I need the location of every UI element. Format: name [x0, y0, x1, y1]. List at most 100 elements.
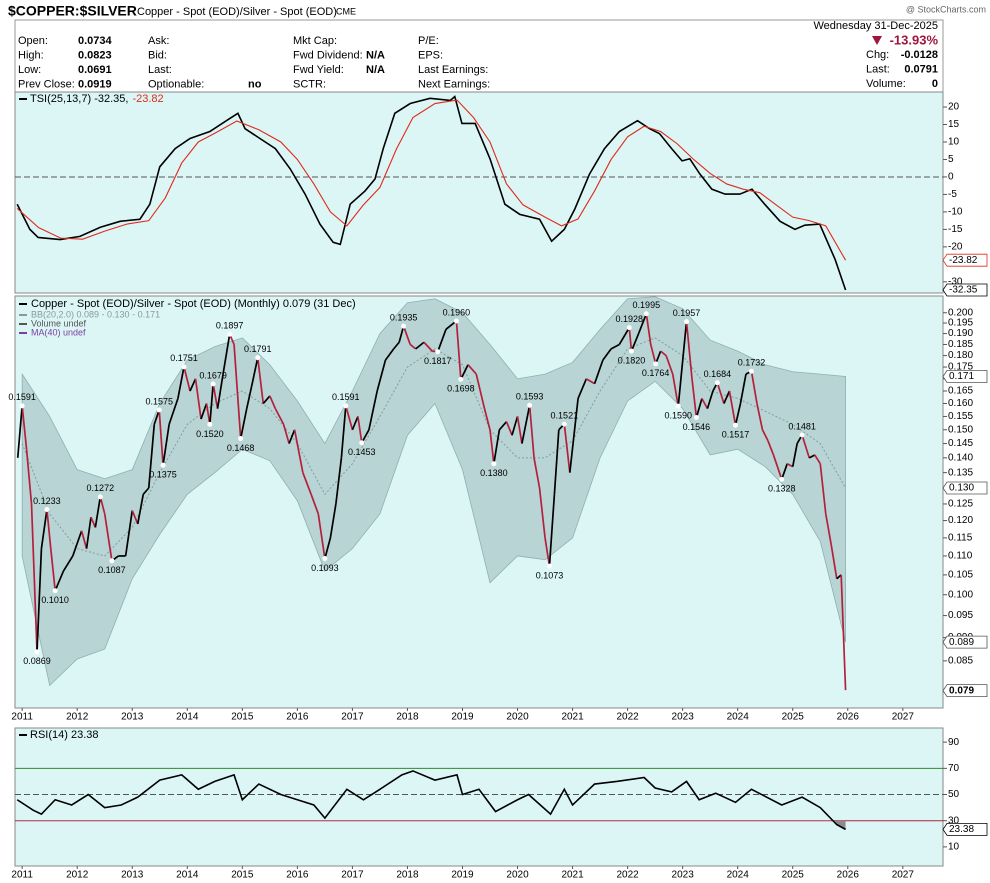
annotation-dot: [52, 588, 58, 594]
y-tick-label: 0: [948, 172, 954, 183]
annotation-label: 0.1935: [390, 313, 418, 323]
annotation-dot: [491, 461, 497, 467]
annotation-label: 0.1791: [244, 344, 272, 354]
x-tick-label: 2023: [672, 870, 695, 881]
y-tick-label: 0.110: [948, 551, 973, 562]
quote-value: 0.0791: [904, 63, 938, 75]
price-segment: [194, 378, 202, 420]
price-segment: [734, 403, 742, 426]
price-segment: [80, 530, 88, 549]
legend-text: RSI(14) 23.38: [30, 729, 98, 741]
annotation-label: 0.1520: [196, 429, 224, 439]
price-segment: [335, 457, 343, 505]
price-segment: [142, 487, 150, 495]
price-segment: [30, 503, 38, 652]
y-tick-label: 0.200: [948, 307, 973, 318]
value-tag-label: -32.35: [949, 285, 978, 296]
annotation-label: 0.1820: [618, 355, 646, 365]
x-tick-label: 2022: [616, 870, 639, 881]
x-tick-label: 2011: [11, 870, 33, 881]
price-segment: [533, 457, 541, 489]
annotation-label: 0.1481: [788, 421, 816, 431]
price-segment: [649, 344, 657, 365]
quote-label: EPS:: [418, 49, 443, 61]
price-segment: [840, 574, 847, 691]
price-segment: [660, 350, 667, 357]
price-segment: [16, 405, 24, 458]
legend-entry: RSI(14) 23.38: [30, 729, 98, 741]
annotation-dot: [626, 325, 632, 331]
annotation-label: 0.1093: [311, 563, 339, 573]
x-tick-label: 2012: [66, 712, 89, 723]
annotation-label: 0.1468: [227, 443, 255, 453]
annotation-label: 0.1517: [722, 430, 750, 440]
price-segment: [398, 325, 405, 343]
x-tick-label: 2019: [451, 712, 474, 723]
price-segment: [153, 409, 161, 425]
panel-background: [14, 727, 944, 867]
price-segment: [168, 398, 179, 425]
price-segment: [585, 378, 596, 385]
y-tick-label: 50: [948, 789, 960, 800]
price-segment: [511, 416, 519, 436]
x-tick-label: 2027: [892, 712, 915, 723]
quote-panel: [14, 19, 944, 93]
annotation-label: 0.1591: [8, 392, 36, 402]
price-segment: [538, 487, 546, 538]
price-segment: [302, 472, 312, 495]
price-segment: [71, 530, 83, 557]
price-segment: [293, 429, 304, 473]
price-segment: [40, 509, 48, 549]
series-line: [16, 770, 846, 831]
price-segment: [208, 383, 214, 425]
price-segment: [475, 373, 486, 409]
annotation-dot: [779, 476, 785, 482]
quote-label: Low:: [18, 64, 41, 76]
price-segment: [706, 390, 714, 409]
quote-value: N/A: [366, 49, 385, 61]
price-segment: [695, 398, 703, 418]
quote-value: 0.0919: [78, 78, 112, 90]
price-segment: [739, 373, 747, 404]
symbol-title: $COPPER:$SILVER: [8, 3, 137, 19]
price-segment: [183, 366, 191, 392]
price-segment: [723, 390, 731, 404]
x-tick-label: 2024: [727, 870, 750, 881]
price-segment: [568, 398, 579, 473]
value-tag: [942, 253, 988, 267]
price-segment: [645, 313, 652, 345]
price-segment: [548, 494, 556, 567]
price-segment: [62, 555, 74, 572]
price-segment: [756, 403, 764, 430]
y-tick-label: 0.190: [948, 328, 973, 339]
price-segment: [384, 348, 395, 361]
price-segment: [553, 429, 560, 495]
price-segment: [677, 321, 688, 407]
price-segment: [269, 395, 277, 409]
price-segment: [274, 408, 285, 425]
price-segment: [288, 429, 296, 444]
price-segment: [423, 341, 433, 352]
price-segment: [761, 429, 769, 442]
price-segment: [691, 378, 698, 418]
price-segment: [628, 327, 633, 352]
quote-label: Fwd Yield:: [293, 64, 344, 76]
series-line: [16, 99, 847, 261]
price-segment: [521, 405, 531, 444]
quote-label: Next Earnings:: [418, 78, 490, 90]
price-segment: [498, 421, 508, 431]
y-tick-label: 5: [948, 154, 954, 165]
plot-area: [16, 296, 847, 691]
annotation-dot: [714, 380, 720, 386]
price-segment: [563, 424, 571, 473]
price-segment: [393, 341, 400, 350]
value-tag-label: 0.079: [949, 685, 974, 696]
annotation-dot: [227, 331, 233, 337]
value-tag-label: 0.130: [949, 483, 974, 494]
annotation-dot: [435, 349, 441, 355]
quote-label: Volume:: [866, 78, 906, 90]
y-tick-label: 0.085: [948, 655, 973, 666]
price-segment: [602, 348, 612, 361]
quote-label: Bid:: [148, 49, 167, 61]
price-segment: [85, 517, 92, 549]
